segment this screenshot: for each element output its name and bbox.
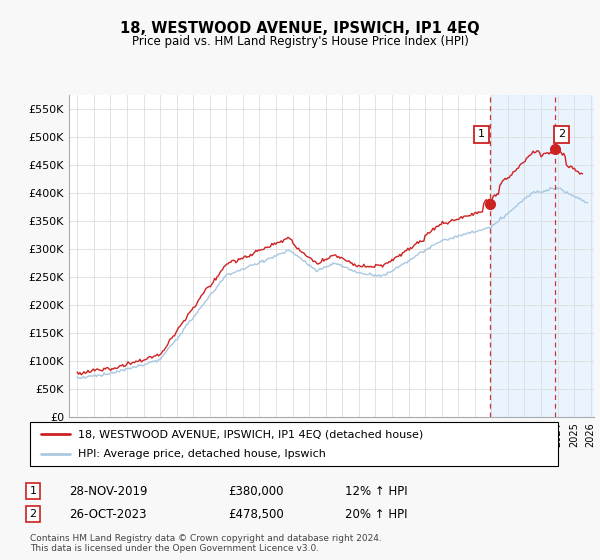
Text: 26-OCT-2023: 26-OCT-2023 bbox=[69, 507, 146, 521]
Text: 2: 2 bbox=[558, 129, 565, 139]
Text: 1: 1 bbox=[478, 129, 485, 139]
Text: £380,000: £380,000 bbox=[228, 484, 284, 498]
Text: 12% ↑ HPI: 12% ↑ HPI bbox=[345, 484, 407, 498]
Text: Price paid vs. HM Land Registry's House Price Index (HPI): Price paid vs. HM Land Registry's House … bbox=[131, 35, 469, 48]
Text: 1: 1 bbox=[29, 486, 37, 496]
Text: 20% ↑ HPI: 20% ↑ HPI bbox=[345, 507, 407, 521]
FancyBboxPatch shape bbox=[30, 422, 558, 466]
Text: HPI: Average price, detached house, Ipswich: HPI: Average price, detached house, Ipsw… bbox=[77, 449, 325, 459]
Text: Contains HM Land Registry data © Crown copyright and database right 2024.
This d: Contains HM Land Registry data © Crown c… bbox=[30, 534, 382, 553]
Text: 28-NOV-2019: 28-NOV-2019 bbox=[69, 484, 148, 498]
Text: 2: 2 bbox=[29, 509, 37, 519]
Text: 18, WESTWOOD AVENUE, IPSWICH, IP1 4EQ: 18, WESTWOOD AVENUE, IPSWICH, IP1 4EQ bbox=[120, 21, 480, 36]
Text: 18, WESTWOOD AVENUE, IPSWICH, IP1 4EQ (detached house): 18, WESTWOOD AVENUE, IPSWICH, IP1 4EQ (d… bbox=[77, 429, 423, 439]
Bar bbox=[490, 95, 594, 417]
Text: £478,500: £478,500 bbox=[228, 507, 284, 521]
